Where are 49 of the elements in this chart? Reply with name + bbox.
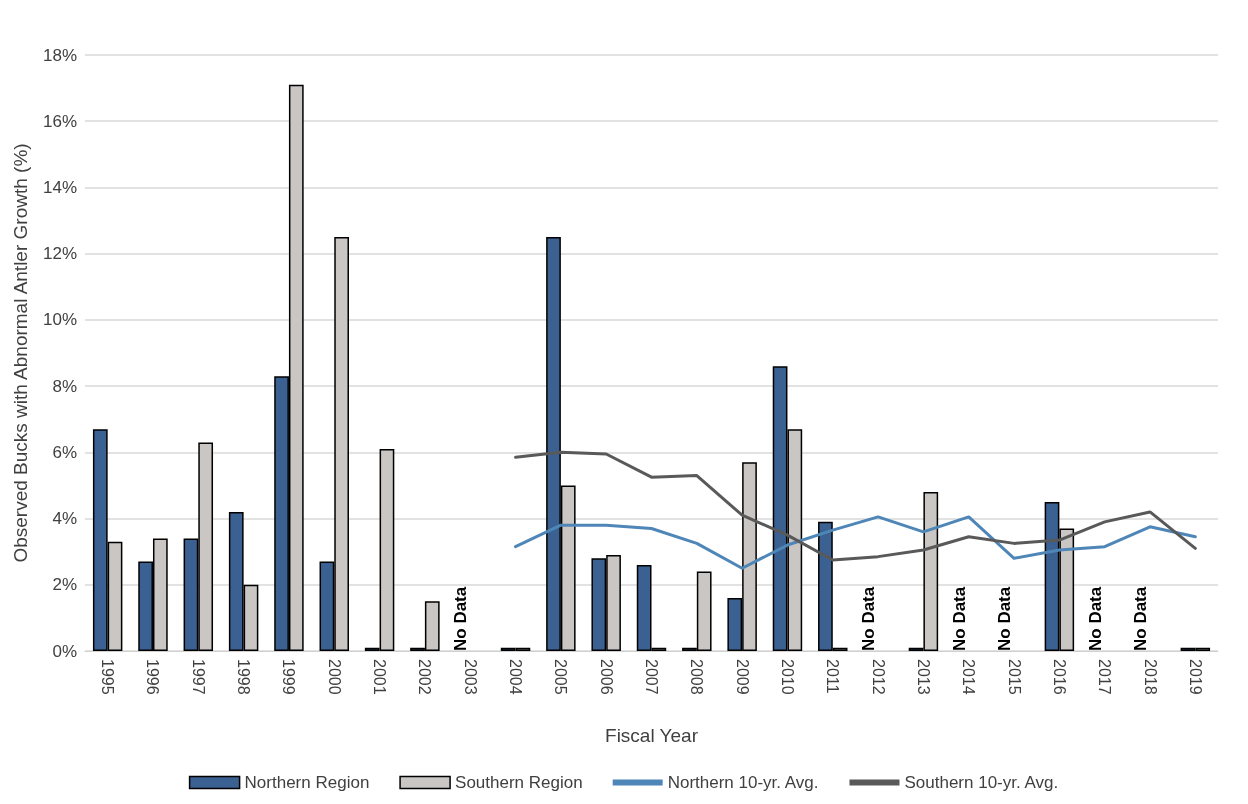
y-tick-label: 16% xyxy=(42,111,77,131)
legend-label: Southern Region xyxy=(455,773,583,792)
x-tick-label: 2018 xyxy=(1141,659,1159,695)
legend-label: Northern Region xyxy=(244,773,370,792)
y-tick-label: 4% xyxy=(52,509,77,529)
x-tick-label: 1997 xyxy=(189,659,207,695)
y-tick-label: 0% xyxy=(52,641,77,661)
x-tick-label: 1999 xyxy=(280,659,298,695)
y-tick-label: 18% xyxy=(42,45,77,65)
x-tick-label: 2008 xyxy=(688,659,706,695)
y-tick-label: 2% xyxy=(52,575,77,595)
x-tick-label: 2006 xyxy=(597,659,615,695)
legend-label: Southern 10-yr. Avg. xyxy=(904,773,1059,792)
x-tick-label: 1998 xyxy=(235,659,253,695)
x-tick-label: 2007 xyxy=(643,659,660,695)
x-tick-label: 2019 xyxy=(1186,659,1204,695)
x-tick-label: 2013 xyxy=(914,659,932,695)
y-tick-label: 6% xyxy=(52,442,77,462)
annotation: No Data xyxy=(949,586,969,651)
x-tick-label: 2014 xyxy=(960,659,978,695)
x-tick-label: 2004 xyxy=(507,659,525,695)
x-tick-label: 1995 xyxy=(99,659,117,695)
annotation: No Data xyxy=(859,586,879,651)
x-axis-title: Fiscal Year xyxy=(605,725,699,746)
annotation: No Data xyxy=(451,586,471,651)
x-tick-label: 2000 xyxy=(325,659,343,695)
x-tick-label: 2017 xyxy=(1096,659,1114,695)
x-tick-label: 2009 xyxy=(733,659,751,695)
x-tick-label: 2003 xyxy=(461,659,479,695)
y-tick-label: 8% xyxy=(52,376,77,396)
legend-label: Northern 10-yr. Avg. xyxy=(667,773,819,792)
x-tick-label: 2001 xyxy=(371,659,389,695)
y-tick-label: 12% xyxy=(42,244,77,264)
y-axis-title: Observed Bucks with Abnormal Antler Growth (%) xyxy=(10,143,31,563)
annotation: No Data xyxy=(1131,586,1151,651)
x-tick-label: 2011 xyxy=(824,659,842,694)
x-tick-label: 2010 xyxy=(778,659,796,695)
x-tick-label: 1996 xyxy=(144,659,162,695)
annotation: No Data xyxy=(1085,586,1105,651)
line-series xyxy=(514,515,1197,570)
annotation: No Data xyxy=(995,586,1015,651)
x-tick-label: 2002 xyxy=(416,659,434,695)
x-tick-label: 2015 xyxy=(1005,659,1023,695)
y-tick-label: 14% xyxy=(42,177,77,197)
x-tick-label: 2005 xyxy=(552,659,570,695)
x-tick-label: 2012 xyxy=(869,659,887,695)
y-tick-label: 10% xyxy=(42,310,77,330)
line-series xyxy=(514,450,1197,562)
x-tick-label: 2016 xyxy=(1050,659,1068,695)
